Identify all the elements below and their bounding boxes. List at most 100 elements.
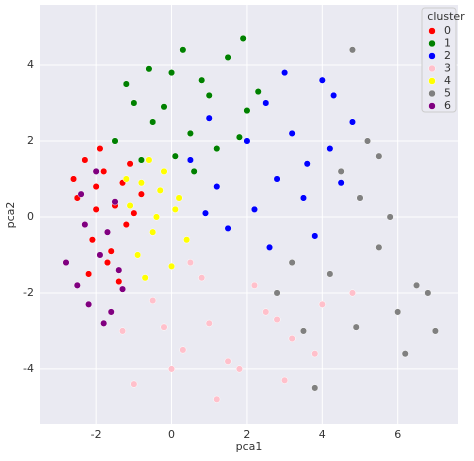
point — [88, 236, 96, 244]
point — [348, 46, 357, 54]
point — [273, 289, 281, 297]
point — [167, 262, 176, 270]
point — [326, 270, 334, 278]
point — [424, 289, 432, 297]
point — [111, 198, 119, 206]
point — [337, 179, 345, 187]
point — [205, 91, 213, 99]
legend-label: 2 — [444, 49, 451, 62]
point — [262, 99, 270, 107]
point — [103, 259, 112, 267]
point — [243, 107, 251, 115]
point — [92, 167, 100, 175]
point — [412, 281, 421, 289]
legend-marker — [428, 64, 436, 73]
point — [288, 259, 296, 267]
point — [156, 186, 164, 194]
point — [205, 114, 213, 122]
legend-marker — [428, 27, 436, 35]
point — [85, 300, 93, 308]
point — [100, 167, 108, 175]
point — [118, 327, 127, 335]
point — [122, 175, 130, 183]
point — [250, 281, 259, 289]
point — [96, 251, 104, 259]
point — [265, 243, 274, 251]
point — [190, 167, 198, 175]
point — [100, 319, 108, 327]
legend-label: 6 — [444, 99, 451, 112]
point — [356, 194, 364, 202]
point — [363, 137, 372, 145]
point — [311, 384, 319, 392]
point — [122, 80, 130, 88]
point — [171, 152, 179, 160]
point — [171, 205, 179, 213]
point — [311, 350, 319, 358]
point — [401, 350, 409, 358]
y-tick-label: -4 — [23, 362, 34, 375]
point — [250, 205, 259, 213]
y-tick-label: -2 — [23, 286, 34, 299]
point — [160, 323, 168, 331]
point — [62, 259, 70, 267]
legend-marker — [428, 89, 436, 98]
point — [77, 190, 85, 198]
point — [288, 334, 296, 343]
point — [299, 194, 308, 202]
y-tick-label: 2 — [27, 134, 34, 147]
point — [167, 365, 176, 373]
point — [352, 323, 360, 331]
point — [213, 183, 221, 191]
legend-marker — [428, 77, 436, 85]
point — [152, 213, 161, 221]
point — [235, 365, 243, 373]
point — [348, 118, 357, 126]
legend-label: 4 — [444, 74, 451, 87]
point — [198, 274, 206, 282]
point — [213, 145, 221, 153]
point — [115, 277, 123, 286]
x-tick-label: 0 — [168, 428, 175, 441]
point — [149, 228, 157, 236]
point — [85, 270, 93, 278]
point — [205, 319, 213, 327]
legend-label: 3 — [444, 62, 451, 75]
point — [137, 156, 145, 164]
point — [179, 46, 187, 54]
point — [201, 209, 210, 217]
point — [111, 137, 119, 145]
point — [92, 183, 100, 191]
point — [431, 327, 439, 335]
point — [262, 308, 270, 316]
legend-marker — [428, 39, 436, 48]
point — [198, 76, 206, 84]
point — [281, 69, 289, 77]
point — [69, 175, 78, 183]
point — [81, 221, 89, 229]
point — [183, 236, 191, 244]
legend-title: cluster — [427, 10, 465, 23]
point — [167, 69, 176, 77]
point — [224, 53, 232, 61]
point — [179, 346, 187, 354]
point — [273, 175, 281, 183]
y-tick-label: 4 — [27, 58, 34, 71]
point — [186, 129, 194, 137]
point — [92, 205, 100, 213]
point — [73, 281, 81, 289]
legend-label: 1 — [444, 37, 451, 50]
point — [115, 266, 123, 274]
point — [145, 156, 153, 164]
point — [130, 380, 138, 388]
point — [149, 118, 157, 126]
point — [337, 167, 345, 175]
point — [96, 145, 104, 153]
point — [273, 315, 281, 324]
point — [81, 156, 89, 164]
x-axis-label: pca1 — [236, 440, 263, 453]
legend-label: 5 — [444, 87, 451, 100]
point — [243, 137, 251, 145]
point — [330, 91, 338, 99]
point — [239, 34, 247, 42]
